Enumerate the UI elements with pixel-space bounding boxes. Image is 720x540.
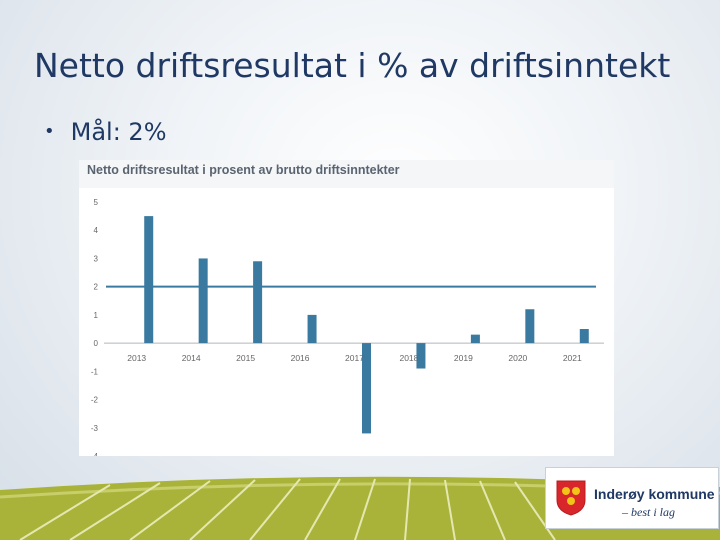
bullet-dot-icon: •: [44, 121, 55, 142]
bar-2014: [198, 258, 208, 344]
municipality-logo: Inderøy kommune – best i lag: [545, 467, 719, 529]
x-tick-label: 2016: [291, 353, 310, 363]
bar-chart: 5 4 3 2 1 0 -1 -2 -3 -4 2013 2014 2015 2016 2017 2018 20…: [91, 198, 604, 456]
y-tick-label: 0: [94, 339, 99, 348]
bar-2020: [525, 309, 535, 344]
chart-title: Netto driftsresultat i prosent av brutto…: [87, 163, 400, 177]
x-tick-label: 2017: [345, 353, 364, 363]
x-tick-label: 2018: [399, 353, 418, 363]
bullet-item: • Mål: 2%: [44, 118, 167, 146]
y-tick-label: 3: [94, 254, 99, 263]
x-tick-label: 2014: [182, 353, 201, 363]
bar-2018: [416, 343, 426, 369]
bullet-text: Mål: 2%: [70, 118, 167, 146]
x-tick-label: 2013: [127, 353, 146, 363]
y-tick-label: 2: [94, 283, 99, 292]
bar-2013: [144, 216, 154, 344]
y-tick-label: -4: [91, 452, 99, 456]
y-tick-label: -2: [91, 396, 99, 405]
x-tick-label: 2021: [563, 353, 582, 363]
x-tick-label: 2015: [236, 353, 255, 363]
y-tick-label: -3: [91, 424, 99, 433]
x-tick-label: 2020: [508, 353, 527, 363]
chart-header: [79, 160, 614, 188]
bar-2015: [253, 261, 263, 344]
coat-of-arms-icon: [556, 480, 586, 516]
bar-2017: [362, 343, 371, 434]
logo-name: Inderøy kommune: [594, 486, 715, 502]
logo-tagline: – best i lag: [622, 505, 675, 519]
x-tick-label: 2019: [454, 353, 473, 363]
y-tick-label: 4: [94, 226, 99, 235]
y-tick-label: -1: [91, 367, 99, 376]
slide-title: Netto driftsresultat i % av driftsinntek…: [34, 46, 671, 85]
bar-2019: [470, 334, 480, 344]
bar-2016: [307, 314, 317, 344]
y-tick-label: 5: [94, 198, 99, 207]
bar-2021: [579, 329, 589, 344]
chart-panel: Netto driftsresultat i prosent av brutto…: [79, 160, 614, 456]
y-tick-label: 1: [94, 311, 99, 320]
